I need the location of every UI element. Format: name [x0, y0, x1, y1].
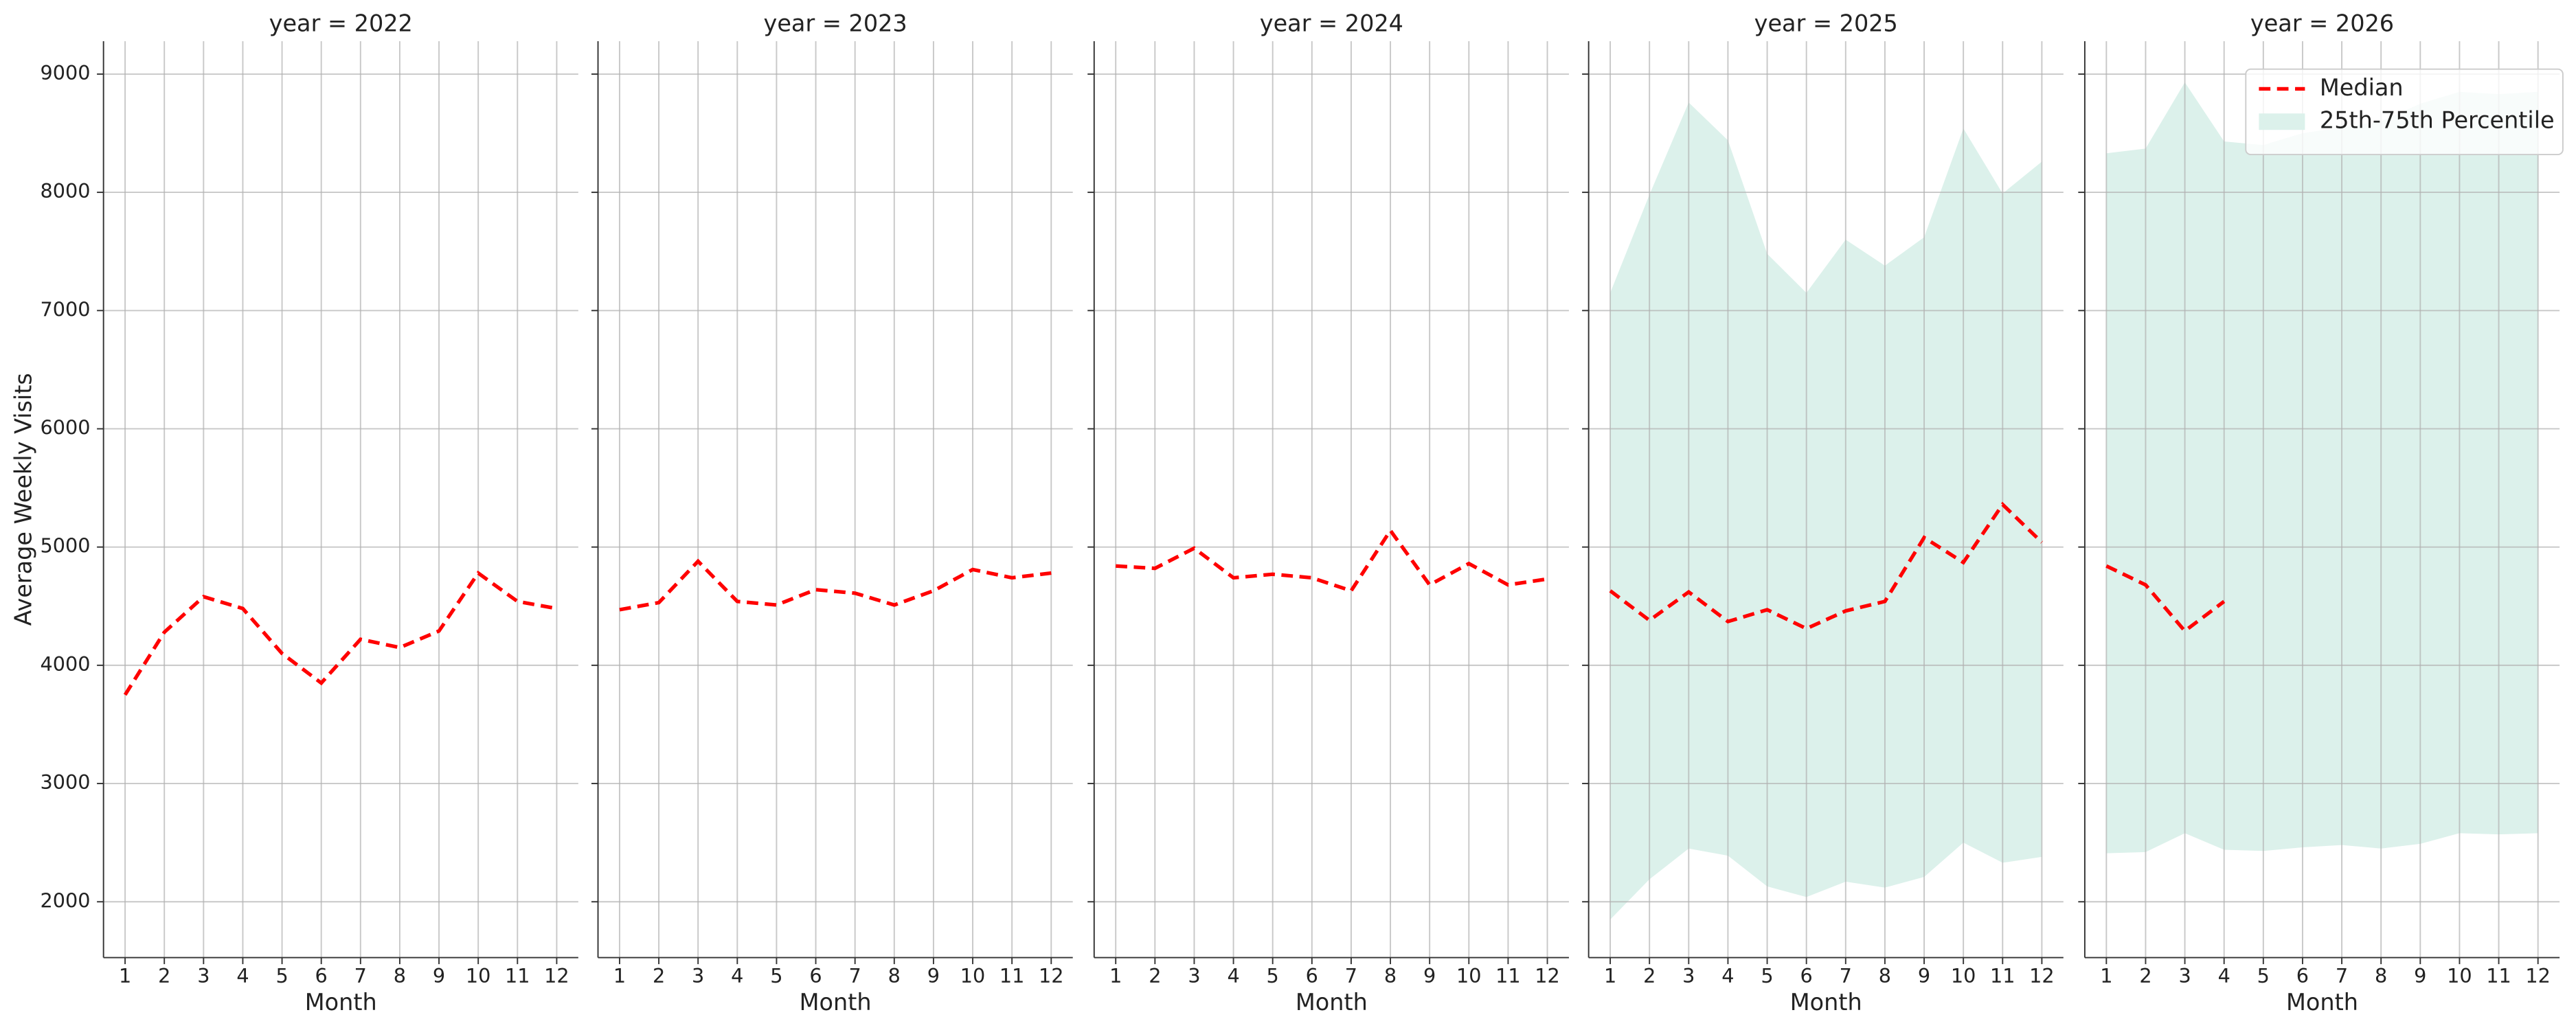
- x-tick-label: 11: [505, 964, 530, 987]
- x-tick-label: 1: [2100, 964, 2112, 987]
- y-tick-label: 4000: [41, 652, 91, 676]
- x-tick-label: 9: [927, 964, 940, 987]
- x-tick-label: 10: [960, 964, 986, 987]
- x-tick-label: 10: [466, 964, 491, 987]
- x-tick-label: 11: [1495, 964, 1521, 987]
- x-tick-label: 2: [1149, 964, 1161, 987]
- median-line: [619, 558, 1052, 612]
- x-axis-label: Month: [2286, 989, 2358, 1016]
- median-line: [2105, 564, 2226, 634]
- x-tick-label: 7: [2336, 964, 2348, 987]
- x-tick-label: 1: [613, 964, 626, 987]
- x-tick-label: 6: [809, 964, 822, 987]
- x-tick-label: 4: [2218, 964, 2230, 987]
- legend-label: Median: [2320, 74, 2404, 101]
- y-tick-label: 6000: [41, 415, 91, 439]
- x-tick-label: 9: [1423, 964, 1436, 987]
- x-tick-label: 3: [1188, 964, 1200, 987]
- x-tick-label: 9: [2414, 964, 2426, 987]
- y-tick-label: 9000: [41, 61, 91, 84]
- x-tick-label: 12: [1039, 964, 1064, 987]
- x-tick-label: 2: [158, 964, 170, 987]
- percentile-band: [1610, 102, 2042, 920]
- x-axis-label: Month: [1296, 989, 1368, 1016]
- x-tick-label: 10: [2447, 964, 2472, 987]
- x-tick-label: 11: [999, 964, 1025, 987]
- y-tick-label: 7000: [41, 297, 91, 321]
- x-tick-label: 7: [849, 964, 861, 987]
- x-tick-label: 3: [1682, 964, 1695, 987]
- x-tick-label: 8: [1384, 964, 1397, 987]
- x-tick-label: 5: [2257, 964, 2270, 987]
- x-tick-label: 8: [2375, 964, 2387, 987]
- panel-title: year = 2022: [269, 10, 413, 37]
- panel: 1 2 3 4 5 6 7 8 9 10 11 122000300040005000600070008…: [10, 10, 578, 1016]
- x-tick-label: 4: [731, 964, 743, 987]
- x-tick-label: 7: [1345, 964, 1357, 987]
- panel-title: year = 2023: [764, 10, 907, 37]
- x-tick-label: 11: [1990, 964, 2015, 987]
- x-tick-label: 2: [1643, 964, 1656, 987]
- median-line: [123, 570, 557, 696]
- x-tick-label: 8: [888, 964, 901, 987]
- x-tick-label: 6: [1306, 964, 1318, 987]
- percentile-band: [2106, 82, 2538, 854]
- x-tick-label: 8: [1879, 964, 1891, 987]
- x-tick-label: 7: [1840, 964, 1852, 987]
- y-tick-label: 2000: [41, 889, 91, 912]
- x-tick-label: 3: [197, 964, 210, 987]
- x-tick-label: 1: [119, 964, 131, 987]
- x-axis-label: Month: [305, 989, 377, 1016]
- y-tick-label: 5000: [41, 534, 91, 558]
- panel-title: year = 2025: [1754, 10, 1898, 37]
- x-tick-label: 2: [653, 964, 665, 987]
- x-tick-label: 3: [2178, 964, 2191, 987]
- x-tick-label: 11: [2486, 964, 2511, 987]
- x-tick-label: 6: [2296, 964, 2309, 987]
- x-tick-label: 4: [236, 964, 249, 987]
- x-tick-label: 10: [1456, 964, 1482, 987]
- panel-title: year = 2026: [2250, 10, 2394, 37]
- x-tick-label: 5: [1267, 964, 1279, 987]
- x-tick-label: 12: [1535, 964, 1560, 987]
- x-tick-label: 6: [315, 964, 328, 987]
- x-axis-label: Month: [1790, 989, 1862, 1016]
- x-tick-label: 12: [544, 964, 569, 987]
- x-tick-label: 3: [692, 964, 704, 987]
- x-axis-label: Month: [800, 989, 872, 1016]
- y-tick-label: 3000: [41, 770, 91, 794]
- y-axis-label: Average Weekly Visits: [10, 373, 36, 626]
- x-tick-label: 4: [1721, 964, 1734, 987]
- x-tick-label: 5: [1761, 964, 1773, 987]
- x-tick-label: 9: [1918, 964, 1930, 987]
- panel-title: year = 2024: [1260, 10, 1403, 37]
- median-line: [1116, 527, 1548, 593]
- x-tick-label: 7: [354, 964, 367, 987]
- x-tick-label: 1: [1604, 964, 1616, 987]
- x-tick-label: 2: [2139, 964, 2151, 987]
- x-tick-label: 6: [1800, 964, 1813, 987]
- x-tick-label: 5: [275, 964, 288, 987]
- legend-label: 25th-75th Percentile: [2320, 107, 2555, 134]
- y-tick-label: 8000: [41, 179, 91, 203]
- x-tick-label: 4: [1227, 964, 1239, 987]
- legend-box: [2245, 68, 2564, 156]
- x-tick-label: 12: [2029, 964, 2055, 987]
- x-tick-label: 10: [1951, 964, 1976, 987]
- x-tick-label: 8: [394, 964, 406, 987]
- legend-patch: [2259, 113, 2305, 130]
- legend: Median 25th-75th Percentile: [2245, 68, 2564, 156]
- x-tick-label: 9: [433, 964, 445, 987]
- x-tick-label: 1: [1109, 964, 1122, 987]
- x-tick-label: 12: [2525, 964, 2551, 987]
- x-tick-label: 5: [770, 964, 782, 987]
